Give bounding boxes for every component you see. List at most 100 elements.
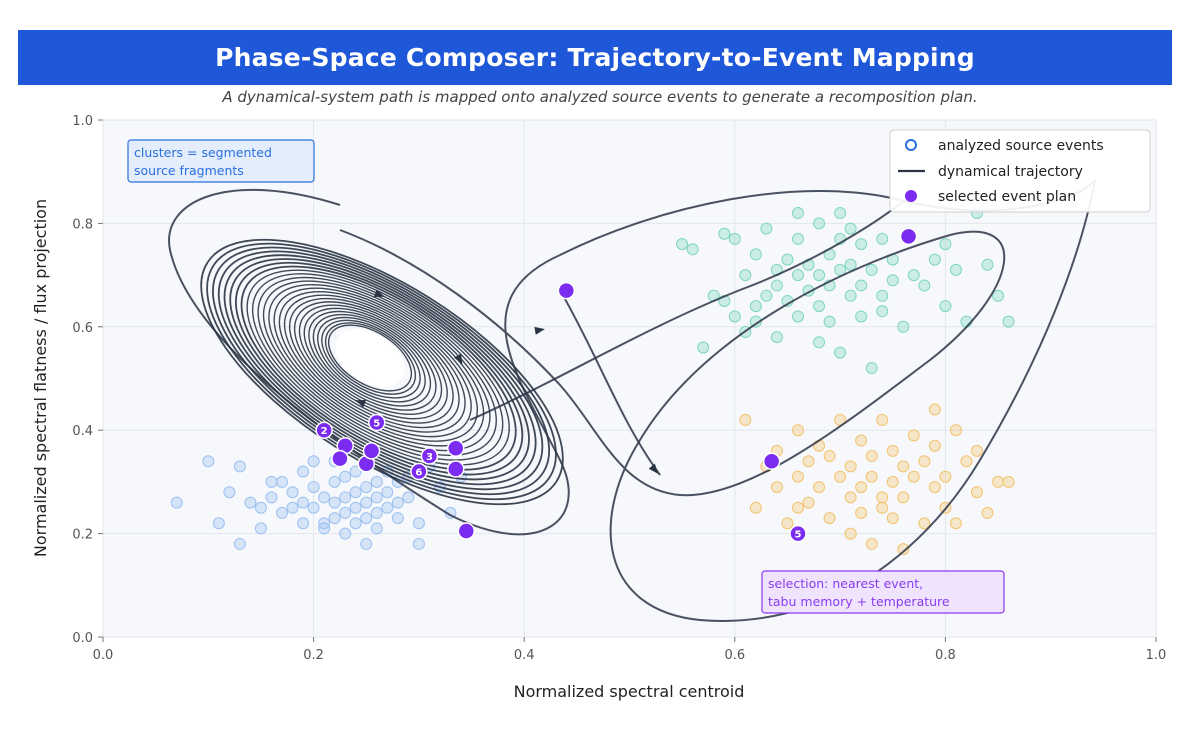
source-event-point-orange bbox=[992, 475, 1005, 488]
trajectory-arrow bbox=[373, 289, 385, 298]
trajectory-group bbox=[168, 179, 1096, 622]
source-event-point-blue bbox=[349, 517, 362, 530]
source-event-point-orange bbox=[813, 481, 826, 494]
source-event-point-blue bbox=[297, 465, 310, 478]
source-event-point-teal bbox=[876, 232, 889, 245]
source-event-point-orange bbox=[886, 444, 899, 457]
selected-event-marker bbox=[420, 447, 439, 465]
source-event-point-teal bbox=[981, 258, 994, 271]
clusters-annotation-line1: clusters = segmented bbox=[134, 145, 272, 160]
selected-event-marker bbox=[368, 413, 386, 432]
selected-event-label: 5 bbox=[794, 530, 801, 541]
source-event-point-orange bbox=[770, 481, 783, 494]
selected-event-marker bbox=[789, 524, 807, 543]
source-event-point-blue bbox=[381, 486, 394, 499]
source-event-point-orange bbox=[876, 413, 889, 426]
selected-event-label: 2 bbox=[321, 426, 328, 437]
source-event-point-teal bbox=[855, 279, 868, 292]
source-event-point-teal bbox=[791, 232, 804, 245]
source-event-point-blue bbox=[254, 501, 267, 514]
source-event-point-teal bbox=[918, 279, 931, 292]
trajectory-spiral-loop bbox=[321, 319, 421, 399]
trajectory-arrow bbox=[534, 326, 545, 335]
source-event-point-blue bbox=[349, 501, 362, 514]
source-event-point-teal bbox=[813, 336, 826, 349]
source-event-point-blue bbox=[328, 475, 341, 488]
source-event-point-orange bbox=[928, 403, 941, 416]
source-event-point-blue bbox=[381, 501, 394, 514]
source-event-point-blue bbox=[339, 491, 352, 504]
source-event-point-teal bbox=[992, 289, 1005, 302]
selected-event-marker bbox=[362, 442, 381, 460]
source-event-point-orange bbox=[886, 475, 899, 488]
legend-plan-label: selected event plan bbox=[938, 189, 1076, 205]
selected-event bbox=[762, 452, 781, 470]
selected-event-marker bbox=[762, 452, 781, 470]
selected-event-marker bbox=[410, 462, 428, 481]
source-event-point-blue bbox=[297, 496, 310, 509]
source-event-point-teal bbox=[876, 289, 889, 302]
selected-event-marker bbox=[899, 227, 918, 246]
source-event-point-blue bbox=[402, 491, 415, 504]
source-event-point-orange bbox=[970, 444, 983, 457]
selected-event-points: 2 5 63 5 bbox=[315, 227, 918, 543]
axis-ticks: 0.0 0.2 0.4 0.6 0.8 1.0 0.0 0.2 0.4 0.6 0.8 1.0 bbox=[72, 114, 1166, 663]
source-event-point-orange bbox=[855, 434, 868, 447]
trajectory-spiral-loop bbox=[293, 301, 454, 424]
source-event-point-orange bbox=[918, 517, 931, 530]
source-event-point-blue bbox=[318, 491, 331, 504]
source-event-point-blue bbox=[223, 486, 236, 499]
source-event-point-teal bbox=[1002, 315, 1015, 328]
selected-event bbox=[457, 522, 476, 540]
source-event-point-blue bbox=[349, 465, 362, 478]
source-event-point-orange bbox=[897, 460, 910, 473]
source-event-point-teal bbox=[686, 243, 699, 256]
source-event-point-teal bbox=[865, 362, 878, 375]
source-event-point-blue bbox=[360, 537, 373, 550]
source-event-point-teal bbox=[770, 279, 783, 292]
trajectory-spiral-loop bbox=[268, 283, 485, 447]
trajectory-spiral-loop bbox=[217, 250, 544, 491]
trajectory-spiral-loop bbox=[262, 280, 491, 452]
source-event-point-blue bbox=[349, 486, 362, 499]
selected-event-label: 3 bbox=[426, 452, 433, 463]
source-event-point-orange bbox=[844, 460, 857, 473]
y-tick-label: 0.0 bbox=[72, 631, 93, 646]
source-event-point-teal bbox=[739, 269, 752, 282]
legend: analyzed source events dynamical traject… bbox=[889, 129, 1151, 213]
source-event-point-orange bbox=[802, 455, 815, 468]
source-event-point-teal bbox=[897, 320, 910, 333]
legend-plan-marker bbox=[905, 190, 917, 202]
trajectory-spiral-loop bbox=[223, 254, 537, 486]
source-event-point-blue bbox=[202, 455, 215, 468]
selected-event-marker bbox=[557, 281, 576, 300]
source-event-point-blue bbox=[286, 486, 299, 499]
selected-event-marker bbox=[447, 460, 465, 478]
trajectory-spiral-loop bbox=[327, 324, 413, 392]
source-event-point-blue bbox=[391, 512, 404, 525]
source-event-point-orange bbox=[928, 481, 941, 494]
trajectory-spiral-loop bbox=[303, 307, 443, 416]
source-event-point-teal bbox=[728, 232, 741, 245]
source-event-point-orange bbox=[918, 455, 931, 468]
source-event-point-teal bbox=[844, 222, 857, 235]
trajectory-bridge bbox=[469, 199, 906, 421]
source-event-point-blue bbox=[276, 506, 289, 519]
source-event-point-orange bbox=[865, 537, 878, 550]
source-event-point-teal bbox=[749, 248, 762, 261]
trajectory-spiral-loop bbox=[200, 238, 564, 506]
source-event-point-blue bbox=[297, 517, 310, 530]
source-event-point-orange bbox=[865, 450, 878, 463]
source-event-point-blue bbox=[307, 481, 320, 494]
source-event-point-orange bbox=[802, 496, 815, 509]
trajectory-spiral-loop bbox=[235, 261, 524, 476]
trajectory-core bbox=[335, 329, 405, 387]
legend-source-label: analyzed source events bbox=[938, 138, 1104, 154]
x-axis-label: Normalized spectral centroid bbox=[514, 682, 745, 701]
source-event-point-teal bbox=[781, 253, 794, 266]
source-event-point-orange bbox=[907, 470, 920, 483]
trajectory-spiral-loop bbox=[257, 276, 497, 456]
source-event-point-teal bbox=[939, 238, 952, 251]
source-event-point-orange bbox=[739, 413, 752, 426]
y-tick-label: 1.0 bbox=[72, 114, 93, 129]
